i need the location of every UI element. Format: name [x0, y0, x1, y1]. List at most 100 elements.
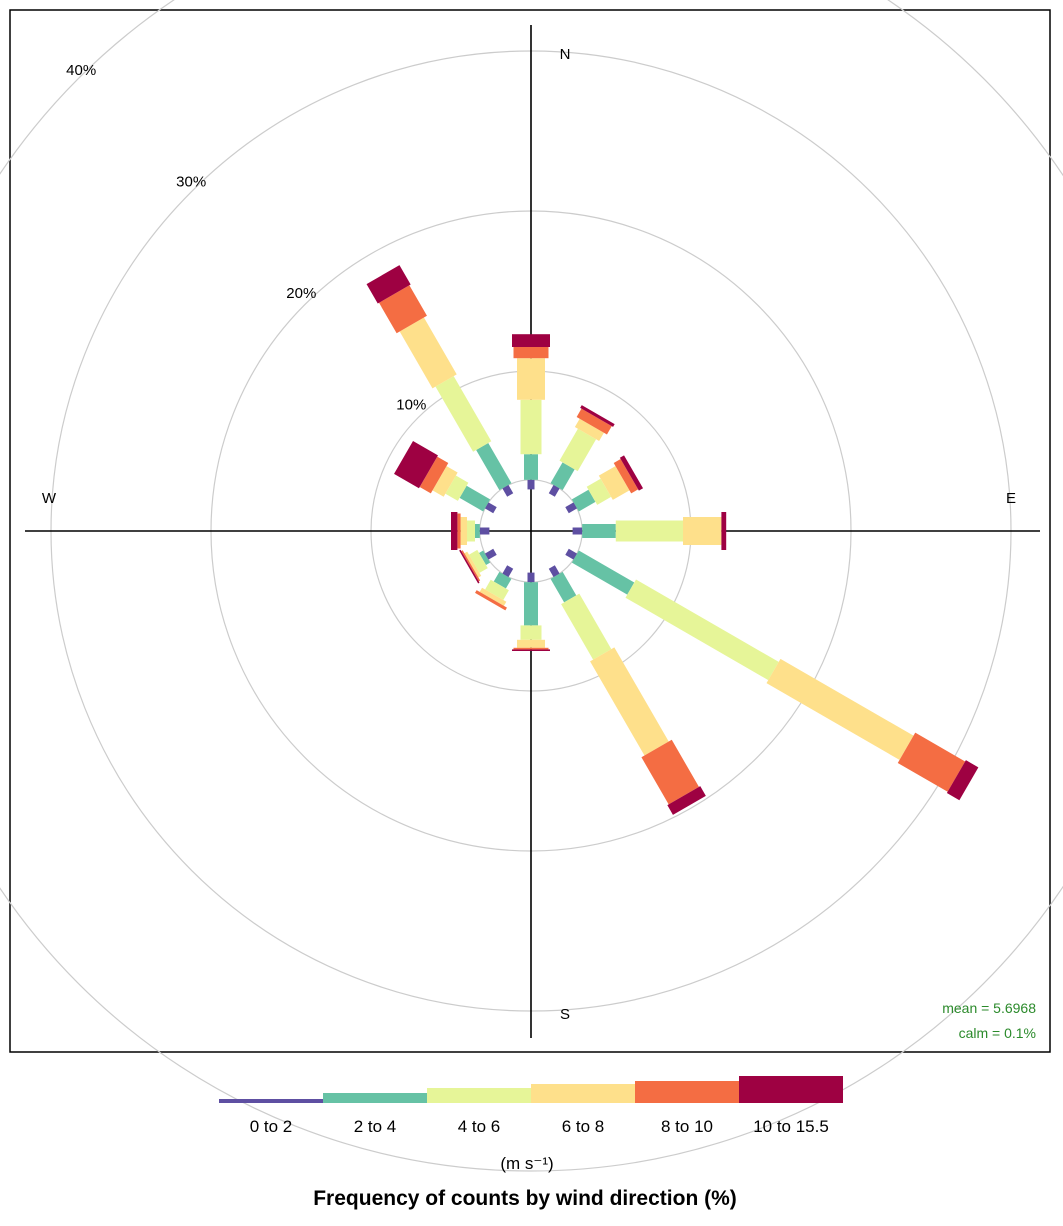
bar-0-bin-1	[524, 454, 538, 480]
bar-210-bin-0	[502, 565, 514, 578]
bar-240-bin-0	[484, 548, 497, 560]
bar-0-bin-4	[513, 347, 549, 359]
bar-210-bin-3	[479, 587, 507, 606]
tick-label-30: 30%	[176, 173, 206, 190]
bar-270-bin-2	[467, 520, 475, 542]
bar-150-bin-3	[590, 647, 669, 756]
tick-label-20: 20%	[286, 285, 316, 302]
direction-120	[565, 548, 979, 801]
bar-120-bin-4	[897, 732, 966, 792]
bar-30-bin-3	[574, 418, 604, 442]
direction-180	[512, 572, 550, 651]
bar-90-bin-0	[572, 527, 583, 535]
bar-0-bin-5	[512, 334, 550, 347]
bar-270-bin-3	[460, 517, 467, 545]
legend-swatch-5	[739, 1076, 843, 1103]
east-label: E	[1006, 490, 1016, 507]
chart-title: Frequency of counts by wind direction (%…	[313, 1187, 737, 1210]
bar-90-bin-5	[721, 512, 727, 550]
bar-240-bin-1	[479, 550, 491, 566]
bar-120-bin-3	[766, 658, 914, 760]
bar-330-bin-3	[399, 317, 457, 389]
direction-270	[451, 512, 490, 550]
bar-150-bin-2	[561, 593, 612, 660]
bar-60-bin-2	[586, 478, 612, 505]
bar-240-bin-2	[468, 549, 488, 573]
bar-90-bin-3	[682, 517, 722, 545]
legend-swatch-3	[531, 1084, 635, 1103]
legend-label-4: 8 to 10	[661, 1117, 713, 1136]
bar-240-bin-3	[464, 551, 482, 578]
bar-270-bin-1	[475, 524, 480, 538]
bar-300-bin-4	[419, 456, 449, 494]
units-label: (m s⁻¹)	[500, 1154, 553, 1173]
legend-label-1: 2 to 4	[354, 1117, 397, 1136]
plot-frame	[9, 9, 1051, 1053]
bar-0-bin-3	[517, 358, 545, 400]
bar-150-bin-5	[667, 786, 706, 815]
bar-270-bin-0	[479, 527, 490, 535]
bar-300-bin-0	[484, 502, 497, 514]
direction-60	[565, 455, 644, 514]
bar-300-bin-1	[459, 485, 491, 512]
bar-330-bin-1	[476, 442, 512, 491]
bar-60-bin-5	[619, 455, 644, 491]
mean-stat: mean = 5.6968	[942, 1000, 1036, 1016]
bar-180-bin-5	[512, 649, 550, 651]
bar-120-bin-1	[571, 550, 635, 595]
bar-180-bin-4	[513, 647, 549, 650]
legend-label-2: 4 to 6	[458, 1117, 501, 1136]
direction-240	[459, 548, 497, 584]
bar-0-bin-0	[527, 479, 535, 490]
speed-legend: 0 to 2 2 to 4 4 to 6 6 to 8 8 to 10 10 to 15.…	[219, 1076, 843, 1136]
bar-60-bin-3	[598, 466, 630, 500]
bar-180-bin-0	[527, 572, 535, 583]
bar-120-bin-2	[625, 579, 779, 681]
bar-30-bin-5	[580, 405, 615, 427]
north-label: N	[560, 46, 571, 63]
bar-30-bin-2	[559, 428, 597, 472]
bar-270-bin-5	[451, 512, 458, 550]
bar-150-bin-0	[548, 565, 560, 578]
bar-240-bin-4	[461, 550, 481, 582]
bar-90-bin-2	[615, 520, 683, 542]
bar-90-bin-1	[582, 524, 616, 538]
direction-0	[512, 334, 550, 490]
direction-330	[366, 265, 514, 497]
tick-label-40: 40%	[66, 62, 96, 79]
bar-240-bin-5	[459, 549, 480, 584]
gridline-40	[0, 0, 1063, 1172]
bar-60-bin-0	[565, 502, 578, 514]
legend-swatch-1	[323, 1093, 427, 1103]
direction-90	[572, 512, 727, 550]
south-label: S	[560, 1006, 570, 1023]
bar-330-bin-4	[379, 285, 427, 334]
bar-210-bin-4	[475, 590, 507, 611]
bar-30-bin-1	[550, 462, 575, 491]
bar-330-bin-0	[502, 484, 514, 497]
calm-stat: calm = 0.1%	[959, 1025, 1036, 1041]
legend-label-3: 6 to 8	[562, 1117, 605, 1136]
direction-150	[548, 565, 706, 815]
bar-180-bin-3	[517, 639, 545, 648]
bar-60-bin-4	[613, 459, 639, 494]
bar-120-bin-5	[946, 760, 979, 801]
legend-label-5: 10 to 15.5	[753, 1117, 829, 1136]
wind-rose-bars	[366, 265, 979, 815]
bar-120-bin-0	[565, 548, 578, 560]
legend-swatch-0	[219, 1099, 323, 1103]
bar-30-bin-4	[576, 408, 612, 435]
bar-180-bin-2	[520, 625, 542, 640]
bar-300-bin-5	[394, 440, 438, 489]
bar-300-bin-3	[432, 466, 458, 497]
bar-270-bin-4	[457, 513, 461, 549]
bar-180-bin-1	[524, 582, 538, 626]
west-label: W	[42, 490, 57, 507]
legend-swatch-4	[635, 1081, 739, 1103]
bar-210-bin-2	[485, 579, 509, 600]
bar-150-bin-1	[550, 571, 577, 603]
tick-label-10: 10%	[396, 397, 426, 414]
direction-210	[475, 565, 514, 611]
bar-0-bin-2	[520, 399, 542, 455]
